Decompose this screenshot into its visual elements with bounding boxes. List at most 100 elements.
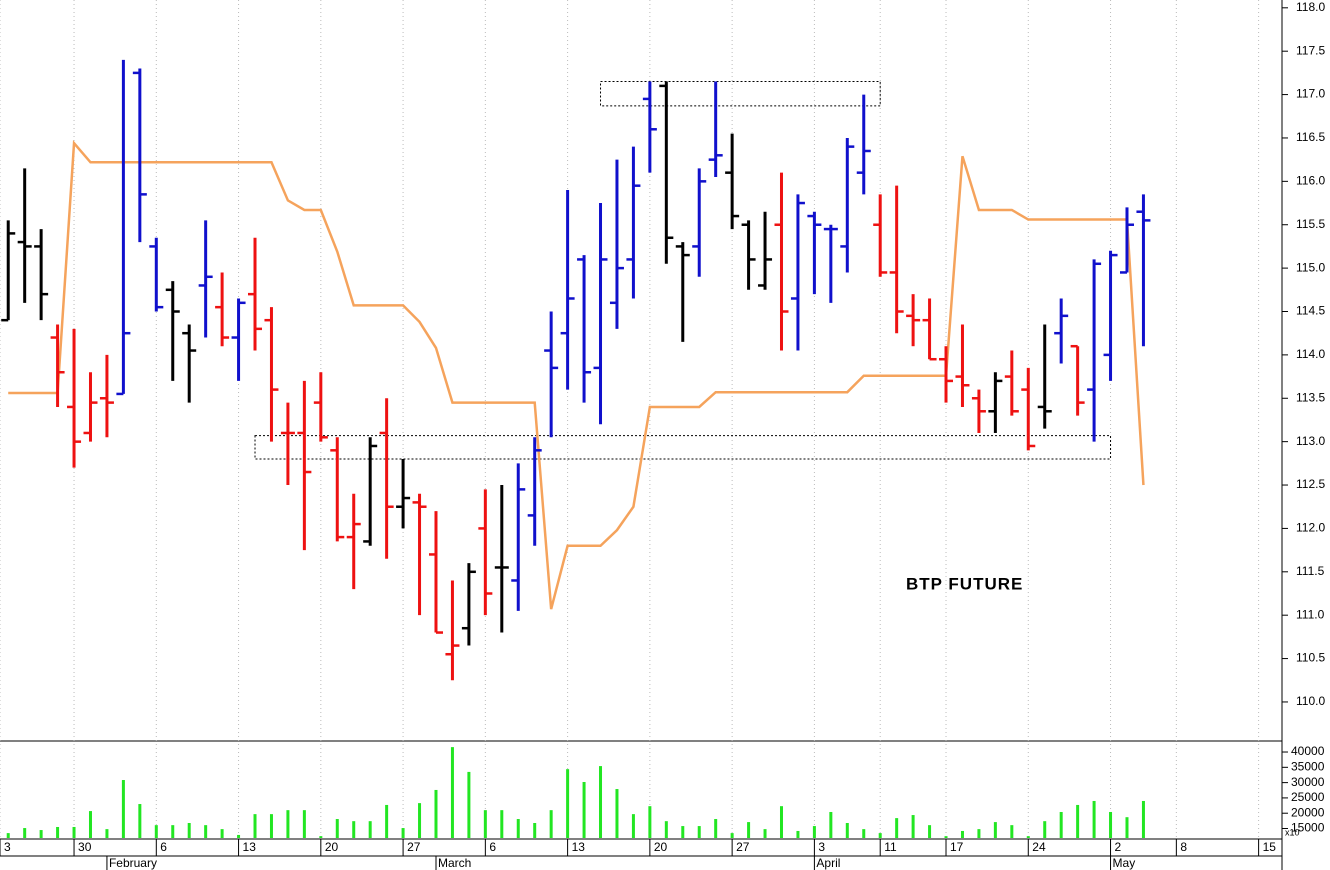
volume-bar [253, 814, 257, 838]
volume-bar [1109, 811, 1113, 838]
y-tick-label: 115.5 [1296, 217, 1325, 231]
volume-bar [615, 789, 619, 838]
volume-bar [845, 823, 849, 838]
volume-bar [829, 811, 833, 838]
month-label: February [109, 856, 157, 870]
volume-bar [88, 811, 92, 838]
y-tick-label: 30000 [1291, 775, 1325, 789]
month-label: April [816, 856, 840, 870]
volume-bar [401, 828, 405, 838]
volume-bar [121, 780, 125, 838]
y-tick-label: 116.0 [1296, 174, 1325, 188]
x-tick-label: 3 [818, 840, 825, 854]
x-tick-label: 13 [572, 840, 586, 854]
volume-bar [779, 806, 783, 838]
volume-bar [993, 822, 997, 838]
volume-bar [631, 814, 635, 838]
volume-bar [1026, 836, 1030, 838]
y-tick-label: 117.0 [1296, 87, 1325, 101]
month-label: March [438, 856, 471, 870]
volume-bar [862, 829, 866, 838]
volume-bar [220, 829, 224, 838]
volume-bar [204, 825, 208, 838]
volume-bar [335, 819, 339, 838]
volume-bar [319, 836, 323, 838]
volume-bar [730, 833, 734, 838]
volume-bar [977, 829, 981, 838]
x-tick-label: 27 [407, 840, 421, 854]
x-tick-label: 3 [4, 840, 11, 854]
volume-bar [796, 830, 800, 838]
x-tick-label: 2 [1115, 840, 1122, 854]
x-tick-label: 6 [160, 840, 167, 854]
volume-bar [171, 825, 175, 838]
y-tick-label: 40000 [1291, 744, 1325, 758]
y-tick-label: 113.0 [1296, 434, 1325, 448]
y-tick-label: 114.0 [1296, 347, 1325, 361]
volume-bar [269, 814, 273, 838]
volume-bar [566, 769, 570, 838]
volume-bar [302, 810, 306, 838]
volume-bar [1141, 800, 1145, 838]
volume-bar [500, 810, 504, 838]
volume-bar [763, 829, 767, 838]
x-tick-label: 24 [1032, 840, 1046, 854]
volume-bar [582, 782, 586, 838]
volume-bar [450, 747, 454, 838]
volume-bar [105, 829, 109, 838]
volume-bar [72, 826, 76, 838]
y-tick-label: 114.5 [1296, 304, 1325, 318]
x-tick-label: 15 [1263, 840, 1277, 854]
volume-bar [878, 833, 882, 838]
volume-bar [697, 826, 701, 838]
volume-scale-label: x10 [1285, 827, 1300, 837]
volume-bar [599, 766, 603, 838]
volume-bar [747, 822, 751, 838]
y-tick-label: 15000 [1291, 821, 1325, 835]
x-tick-label: 20 [654, 840, 668, 854]
volume-bar [928, 825, 932, 838]
volume-bar [911, 815, 915, 838]
annotation: BTP FUTURE [906, 574, 1023, 593]
x-tick-label: 27 [736, 840, 750, 854]
volume-bar [714, 819, 718, 838]
y-tick-label: 117.5 [1296, 43, 1325, 57]
y-tick-label: 118.0 [1296, 0, 1325, 14]
volume-bar [895, 818, 899, 838]
y-tick-label: 110.5 [1296, 651, 1325, 665]
volume-bar [368, 821, 372, 838]
volume-bar [1043, 821, 1047, 838]
x-tick-label: 20 [325, 840, 339, 854]
volume-bar [56, 826, 60, 838]
x-tick-label: 11 [884, 840, 897, 854]
x-tick-label: 17 [950, 840, 964, 854]
y-tick-label: 110.0 [1296, 694, 1325, 708]
y-tick-label: 111.5 [1296, 564, 1325, 578]
volume-bar [549, 810, 553, 838]
x-tick-label: 30 [78, 840, 92, 854]
volume-bar [533, 823, 537, 838]
volume-bar [154, 825, 158, 838]
volume-bar [385, 804, 389, 838]
volume-bar [681, 826, 685, 838]
x-tick-label: 8 [1180, 840, 1187, 854]
x-tick-label: 13 [243, 840, 257, 854]
volume-bar [418, 803, 422, 838]
month-label: May [1113, 856, 1136, 870]
volume-bar [286, 810, 290, 838]
volume-bar [960, 830, 964, 838]
volume-bar [352, 821, 356, 838]
y-tick-label: 112.0 [1296, 521, 1325, 535]
x-tick-label: 6 [489, 840, 496, 854]
volume-bar [187, 823, 191, 838]
volume-bar [1076, 804, 1080, 838]
volume-bar [1010, 825, 1014, 838]
y-tick-label: 35000 [1291, 759, 1325, 773]
volume-bar [483, 810, 487, 838]
indicator-line [8, 140, 1145, 610]
volume-bar [516, 819, 520, 838]
volume-bar [39, 830, 43, 838]
volume-bar [664, 821, 668, 838]
volume-bar [23, 828, 27, 838]
